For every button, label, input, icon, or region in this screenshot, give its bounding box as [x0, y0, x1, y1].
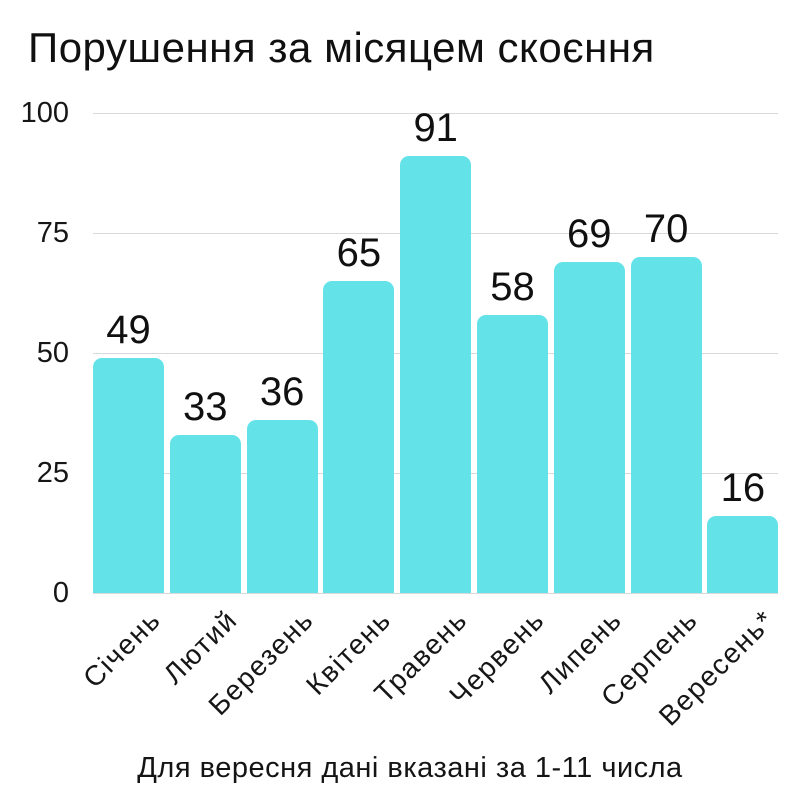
- bar-Січень: [93, 357, 164, 593]
- bar-Травень: [400, 156, 472, 593]
- value-label-Червень: 58: [490, 264, 535, 309]
- chart-footnote: Для вересня дані вказані за 1-11 числа: [137, 752, 683, 784]
- y-axis-tick-25: 25: [36, 457, 69, 489]
- bar-Липень: [553, 261, 625, 593]
- bar-Вересень: [707, 516, 779, 593]
- y-axis-tick-0: 0: [52, 577, 69, 609]
- value-label-Вересень: 16: [720, 466, 766, 511]
- y-axis-tick-75: 75: [36, 217, 69, 249]
- y-axis-tick-50: 50: [36, 337, 69, 369]
- bar-Лютий: [169, 434, 241, 593]
- bar-Червень: [477, 314, 548, 593]
- chart-title: Порушення за місяцем скоєння: [28, 24, 655, 71]
- value-label-Квітень: 65: [336, 231, 382, 275]
- gridline-y-100: [93, 112, 778, 114]
- bar-Квітень: [323, 281, 395, 593]
- value-label-Січень: 49: [106, 307, 151, 352]
- value-label-Травень: 91: [413, 106, 458, 151]
- bar-Березень: [246, 420, 318, 593]
- value-label-Лютий: 33: [183, 384, 228, 429]
- value-label-Серпень: 70: [643, 207, 689, 251]
- y-axis-tick-100: 100: [20, 97, 69, 129]
- value-label-Липень: 69: [567, 211, 612, 256]
- bar-Серпень: [630, 257, 702, 593]
- gridline-y-0: [93, 592, 778, 594]
- value-label-Березень: 36: [259, 370, 305, 415]
- x-axis-tick-Січень: Січень: [76, 604, 167, 694]
